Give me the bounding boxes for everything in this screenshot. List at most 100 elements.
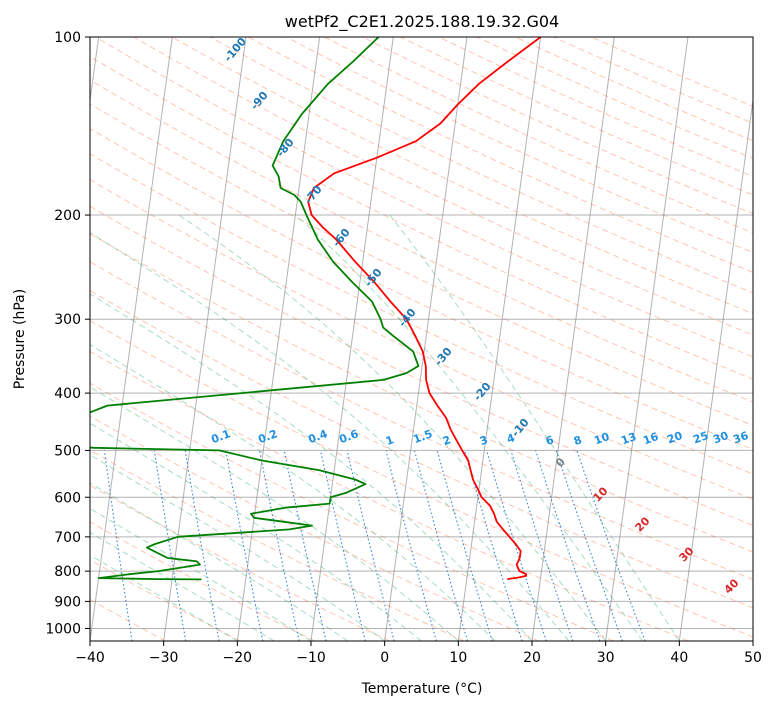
dry-adiabat	[362, 37, 753, 215]
isotherm-line	[384, 37, 468, 641]
mixing-ratio-line	[184, 450, 220, 641]
mixing-ratio-line	[283, 450, 327, 641]
mixing-ratio-line	[346, 450, 395, 641]
y-tick-label: 400	[54, 386, 81, 402]
y-tick-label: 700	[54, 530, 81, 546]
dry-adiabat	[90, 128, 753, 450]
mixing-ratio-line	[555, 450, 623, 641]
mixing-ratio-line	[576, 450, 646, 641]
dry-adiabat	[324, 37, 753, 234]
isotherm-line	[678, 96, 753, 641]
isotherm-line	[236, 37, 321, 641]
dry-adiabat	[171, 37, 753, 315]
isotherm-line	[605, 37, 689, 641]
moist-adiabat	[178, 214, 607, 641]
x-tick-label: 40	[670, 650, 688, 666]
moist-adiabat	[389, 214, 680, 641]
y-tick-label: 300	[54, 312, 81, 328]
plot-frame	[89, 36, 754, 642]
mixing-ratio-label: 25	[691, 429, 710, 446]
y-tick-label: 100	[54, 30, 81, 46]
mixing-ratio-label: 0.4	[306, 427, 329, 446]
mixing-ratio-line	[103, 450, 133, 641]
dry-adiabat	[90, 261, 753, 581]
mixing-ratio-label: 4	[505, 431, 517, 446]
mixing-ratio-line	[464, 450, 523, 641]
mixing-ratio-label: 36	[731, 429, 750, 447]
mixing-ratio-line	[153, 450, 187, 641]
moist-adiabat	[90, 232, 570, 641]
y-tick-label: 900	[54, 594, 81, 610]
chart-title: wetPf2_C2E1.2025.188.19.32.G04	[285, 12, 559, 32]
sounding-line	[307, 37, 542, 580]
dry-adiabat	[90, 449, 465, 641]
mixing-ratio-label: 8	[572, 433, 584, 448]
dry-adiabat	[90, 103, 753, 427]
y-axis-ticks: 100 200 300 400 500 600 700 800 900 1000	[45, 30, 90, 637]
dry-adiabat	[95, 37, 753, 358]
x-tick-label: 20	[523, 650, 541, 666]
y-axis-label: Pressure (hPa)	[12, 289, 28, 389]
x-axis-label: Temperature (°C)	[361, 681, 483, 697]
plot-area	[90, 37, 753, 641]
moist-adiabat	[90, 482, 349, 641]
x-tick-label: 50	[744, 650, 762, 666]
background-lines	[90, 37, 753, 641]
y-tick-label: 800	[54, 564, 81, 580]
isotherm-line	[90, 37, 100, 105]
mixing-ratio-label: 0.2	[256, 427, 279, 446]
moist-adiabat	[90, 454, 385, 641]
dry-adiabat	[133, 37, 753, 336]
dry-adiabat	[90, 382, 614, 641]
mixing-ratio-label: 0.1	[209, 427, 232, 446]
mixing-ratio-label: 1.5	[411, 427, 434, 446]
mixing-ratio-label: 0.6	[337, 427, 360, 446]
dry-adiabat	[286, 37, 753, 254]
mixing-ratio-label: 16	[641, 430, 660, 448]
isotherm-line	[310, 37, 394, 641]
mixing-ratio-line	[535, 450, 601, 641]
mixing-ratio-line	[510, 450, 574, 641]
mixing-ratio-label: 30	[711, 429, 730, 447]
moist-adiabat	[295, 214, 643, 641]
y-tick-label: 1000	[45, 621, 81, 637]
dry-adiabat	[400, 37, 753, 196]
mixing-ratio-line	[414, 450, 468, 641]
mixing-ratio-label: 3	[478, 433, 490, 448]
moist-adiabat	[90, 554, 238, 641]
mixing-ratio-line	[259, 450, 300, 641]
y-tick-label: 200	[54, 208, 81, 224]
dry-adiabat	[90, 55, 753, 380]
series-lines	[90, 37, 542, 581]
mixing-ratio-line	[320, 450, 366, 641]
moist-adiabat	[90, 531, 275, 641]
mixing-ratio-label: 10	[592, 430, 611, 448]
x-tick-label: −10	[296, 650, 326, 666]
x-axis-ticks: −40 −30 −20 −10 0 10 20 30 40 50	[75, 641, 762, 666]
moist-adiabat	[90, 293, 533, 641]
isotherm-line	[90, 37, 173, 641]
mixing-ratio-label: 13	[619, 430, 638, 447]
isotherm-line	[531, 37, 615, 641]
mixing-ratio-label: 1	[384, 433, 396, 448]
moist-adiabat	[90, 343, 496, 641]
x-tick-label: 0	[380, 650, 389, 666]
mixing-ratio-line	[225, 450, 264, 641]
mixing-ratio-line	[385, 450, 437, 641]
x-tick-label: −30	[149, 650, 179, 666]
mixing-ratio-line	[436, 450, 493, 641]
mixing-ratio-label: 20	[665, 429, 684, 447]
y-tick-label: 500	[54, 443, 81, 459]
y-tick-label: 600	[54, 490, 81, 506]
moist-adiabat	[90, 508, 312, 641]
isotherm-line	[163, 37, 247, 641]
moist-adiabat	[90, 422, 422, 641]
x-tick-label: −40	[75, 650, 105, 666]
grid-lines	[90, 37, 753, 641]
sounding-line	[90, 37, 420, 581]
dry-adiabat	[90, 79, 753, 403]
dry-adiabat	[90, 484, 390, 641]
mixing-ratio-label: 6	[544, 433, 556, 448]
dry-adiabat	[209, 37, 753, 294]
